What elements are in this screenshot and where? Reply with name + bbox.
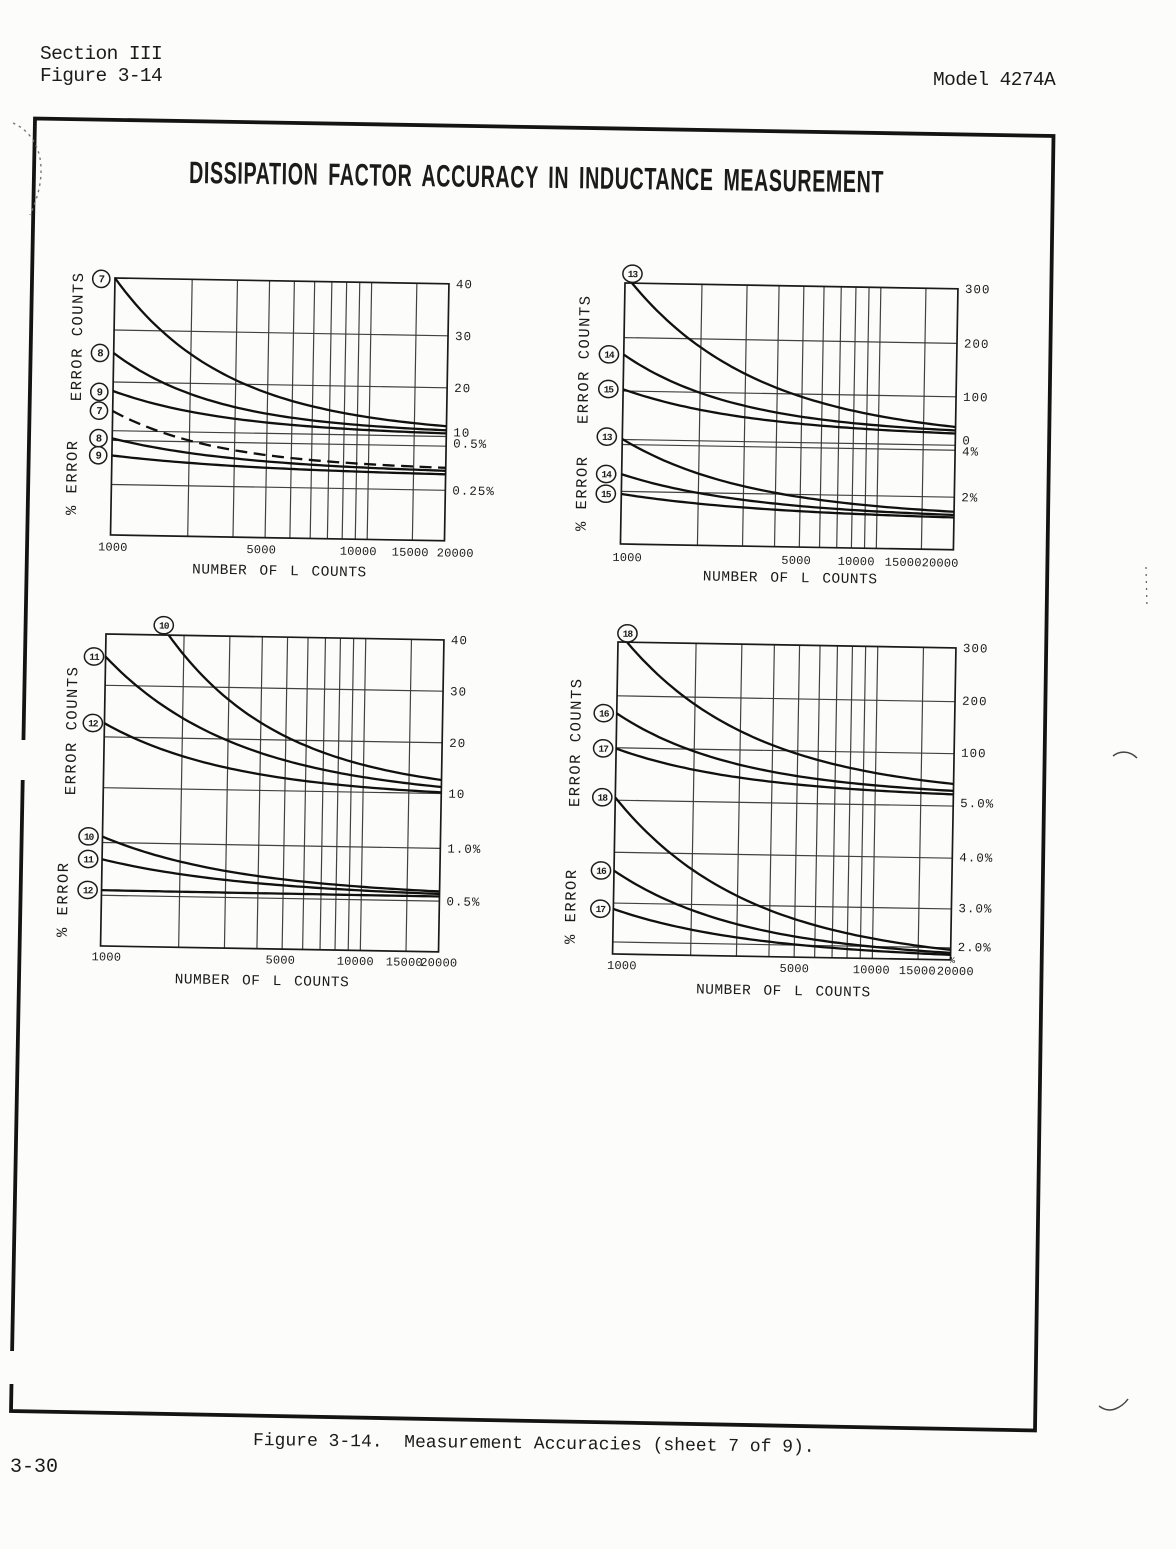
svg-text:5.0%: 5.0% [960,797,994,812]
svg-text:11: 11 [83,854,94,865]
svg-text:NUMBER OF L COUNTS: NUMBER OF L COUNTS [703,569,878,588]
svg-text:DISSIPATION FACTOR ACCURACY IN: DISSIPATION FACTOR ACCURACY IN INDUCTANC… [189,155,884,199]
svg-text:10: 10 [448,788,465,802]
svg-text:Section III: Section III [40,43,162,65]
svg-text:ERROR COUNTS: ERROR COUNTS [62,665,82,795]
svg-text:16: 16 [596,866,607,877]
svg-text:7: 7 [96,406,102,418]
svg-text:10: 10 [453,426,470,440]
svg-text:14: 14 [604,350,615,361]
svg-text:1000: 1000 [98,540,128,555]
svg-text:1000: 1000 [91,950,121,965]
svg-text:17: 17 [596,904,607,915]
svg-text:NUMBER OF L COUNTS: NUMBER OF L COUNTS [175,972,350,991]
svg-text:4%: 4% [962,445,979,459]
svg-text:16: 16 [599,708,610,719]
svg-text:15000: 15000 [392,546,429,561]
svg-text:30: 30 [450,685,467,699]
svg-text:ERROR COUNTS: ERROR COUNTS [68,271,88,401]
svg-text:12: 12 [83,885,94,896]
svg-text:NUMBER OF L COUNTS: NUMBER OF L COUNTS [696,982,871,1001]
svg-text:15000: 15000 [885,556,922,571]
svg-text:17: 17 [598,744,609,755]
svg-text:% ERROR: % ERROR [573,455,592,531]
svg-text:Figure 3-14: Figure 3-14 [40,65,162,87]
svg-text:9: 9 [95,451,101,463]
svg-text:10000: 10000 [337,955,374,970]
svg-text:7: 7 [98,274,104,286]
svg-text:15: 15 [601,489,612,500]
svg-text:20: 20 [454,382,471,396]
svg-text:18: 18 [623,629,634,640]
svg-text:5000: 5000 [265,953,295,968]
svg-text:20: 20 [449,737,466,751]
svg-text:% ERROR: % ERROR [562,868,581,944]
svg-text:18: 18 [597,793,608,804]
svg-text:20000: 20000 [420,956,457,971]
svg-text:9: 9 [97,387,103,399]
svg-text:0: 0 [962,434,971,448]
svg-text:8: 8 [97,348,103,360]
svg-text:2.0%: 2.0% [958,941,992,956]
svg-text:100: 100 [963,391,989,405]
svg-text:10: 10 [159,621,170,632]
svg-text:3-30: 3-30 [10,1456,58,1479]
svg-text:10000: 10000 [838,555,875,570]
svg-text:ERROR COUNTS: ERROR COUNTS [575,294,595,424]
svg-text:% ERROR: % ERROR [63,439,82,515]
svg-text:NUMBER OF L COUNTS: NUMBER OF L COUNTS [192,562,367,581]
svg-text:10000: 10000 [853,963,890,978]
svg-text:0.25%: 0.25% [452,484,495,499]
svg-text:%: % [949,956,955,966]
svg-text:40: 40 [456,278,473,292]
svg-text:15000: 15000 [386,955,423,970]
svg-text:10000: 10000 [340,545,377,560]
svg-text:15000: 15000 [899,964,936,979]
svg-text:8: 8 [96,433,102,445]
svg-text:1.0%: 1.0% [447,842,481,857]
svg-text:20000: 20000 [437,546,474,561]
svg-text:12: 12 [88,718,99,729]
svg-text:5000: 5000 [779,962,809,977]
svg-text:5000: 5000 [246,543,276,558]
svg-text:2%: 2% [961,491,978,505]
svg-text:10: 10 [84,832,95,843]
svg-text:40: 40 [451,634,468,648]
svg-text:1000: 1000 [612,551,642,566]
svg-text:4.0%: 4.0% [959,851,993,866]
svg-text:Figure 3-14. Measurement Accu: Figure 3-14. Measurement Accuracies (she… [253,1431,815,1458]
svg-text:0.5%: 0.5% [446,895,480,910]
svg-text:15: 15 [604,384,615,395]
svg-text:13: 13 [628,269,639,280]
svg-text:5000: 5000 [781,554,811,569]
svg-text:3.0%: 3.0% [958,902,992,917]
svg-text:300: 300 [965,283,991,297]
svg-text:11: 11 [89,652,100,663]
svg-text:20000: 20000 [922,556,959,571]
svg-text:14: 14 [601,469,612,480]
svg-text:200: 200 [962,695,988,709]
svg-text:ERROR COUNTS: ERROR COUNTS [566,677,586,807]
svg-text:1000: 1000 [607,959,637,974]
svg-text:13: 13 [602,432,613,443]
svg-text:100: 100 [961,747,987,761]
svg-text:0.5%: 0.5% [453,437,487,452]
svg-text:% ERROR: % ERROR [54,861,73,937]
svg-text:Model 4274A: Model 4274A [933,69,1056,91]
svg-text:200: 200 [964,338,990,352]
svg-text:300: 300 [963,642,989,656]
svg-text:30: 30 [455,330,472,344]
svg-text:20000: 20000 [937,965,974,980]
